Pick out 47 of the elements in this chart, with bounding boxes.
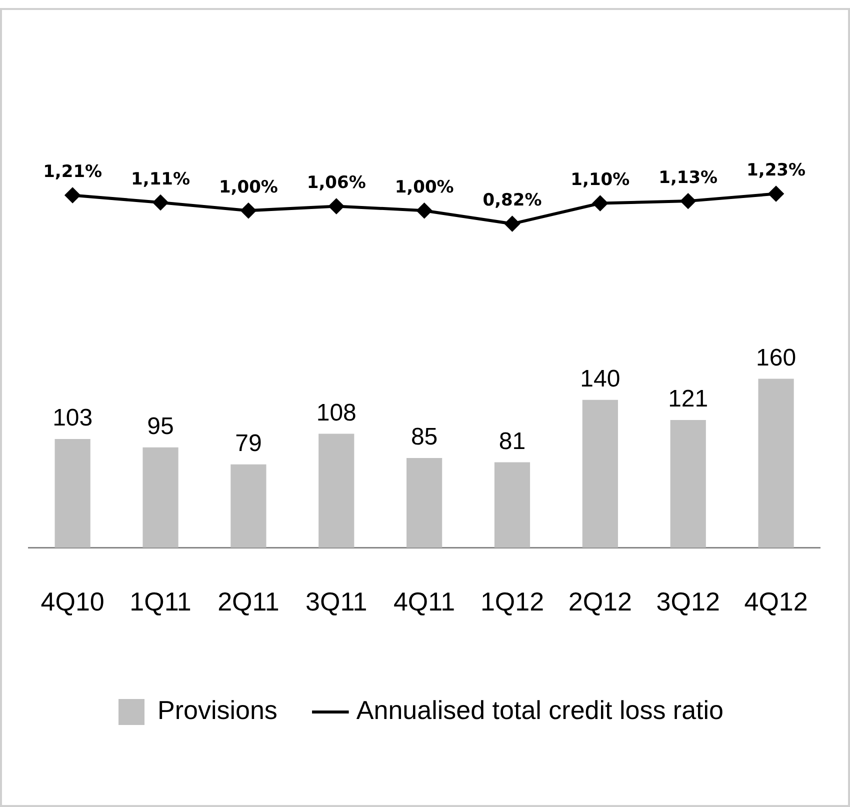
data-label: 1,10% [570,170,630,190]
data-label: 103 [52,404,93,432]
point [504,216,520,232]
data-label: 95 [147,413,174,440]
x-tick-label: 1Q11 [130,586,192,617]
data-label: 79 [235,430,262,457]
x-tick-label: 4Q11 [393,586,456,617]
bar [54,438,90,548]
x-tick-label: 3Q11 [306,586,368,617]
x-tick-label: 2Q11 [218,586,280,617]
bar [758,378,794,548]
data-label: 1,00% [394,178,454,198]
data-label: 160 [756,344,796,372]
data-label: 121 [668,386,708,413]
data-label: 81 [498,428,526,455]
x-tick-label: 4Q10 [40,586,104,617]
legend-label: Provisions [157,695,278,726]
data-label: 140 [580,366,620,393]
x-tick-label: 1Q12 [480,586,544,617]
data-label: 1,11% [131,169,190,190]
data-label: 1,23% [746,160,806,181]
data-label: 1,13% [658,168,718,188]
data-label: 1,06% [306,173,366,194]
point [240,203,256,218]
data-label: 1,21% [43,162,102,182]
data-label: 85 [410,424,438,451]
bar [142,447,178,548]
point [768,186,784,202]
bar [230,464,266,548]
point [680,194,696,209]
point [153,195,168,210]
x-tick-label: 4Q12 [744,586,808,617]
point [65,188,80,203]
legend-label: Annualised total credit loss ratio [356,695,724,726]
bar [318,434,354,548]
point [416,203,432,218]
point [328,198,344,214]
x-tick-label: 2Q12 [568,586,632,617]
x-tick-label: 3Q12 [656,586,720,617]
data-label: 1,00% [218,178,278,198]
bar [582,400,618,548]
data-label: 0,82% [482,190,542,211]
bar [494,462,530,548]
data-label: 108 [316,399,356,426]
bar [670,420,706,548]
point [592,196,608,211]
bar [406,458,442,548]
